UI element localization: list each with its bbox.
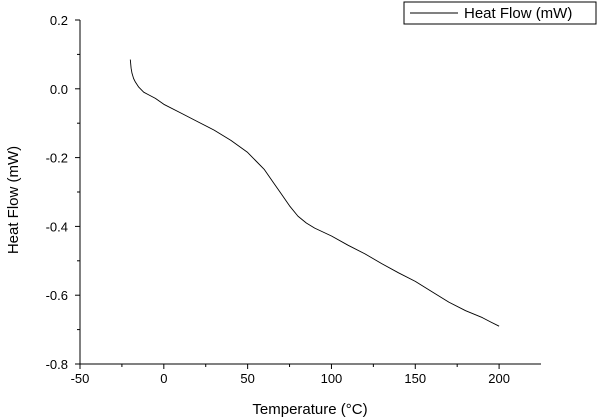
legend-box bbox=[403, 1, 597, 25]
plot-frame bbox=[79, 20, 541, 365]
y-tick-label: -0.8 bbox=[46, 357, 68, 372]
y-tick-label: -0.6 bbox=[46, 288, 68, 303]
y-tick-label: -0.4 bbox=[46, 219, 68, 234]
y-tick-label: 0.0 bbox=[50, 82, 68, 97]
x-axis-ticks: -50 0 50 100 150 200 bbox=[71, 364, 510, 386]
x-tick-label: 150 bbox=[404, 371, 426, 386]
series-line bbox=[129, 59, 500, 327]
y-tick-label: 0.2 bbox=[50, 13, 68, 28]
series-layer bbox=[129, 59, 500, 327]
x-tick-label: 0 bbox=[160, 371, 167, 386]
y-tick-label: -0.2 bbox=[46, 151, 68, 166]
legend: Heat Flow (mW) bbox=[403, 1, 597, 25]
x-tick-label: -50 bbox=[71, 371, 90, 386]
y-axis-title: Heat Flow (mW) bbox=[5, 146, 22, 254]
x-tick-label: 200 bbox=[488, 371, 510, 386]
x-tick-label: 100 bbox=[321, 371, 343, 386]
x-tick-label: 50 bbox=[240, 371, 254, 386]
legend-label: Heat Flow (mW) bbox=[464, 5, 572, 22]
y-axis-ticks: -0.8 -0.6 -0.4 -0.2 0.0 0.2 bbox=[46, 13, 80, 372]
x-axis-title: Temperature (°C) bbox=[252, 401, 367, 418]
